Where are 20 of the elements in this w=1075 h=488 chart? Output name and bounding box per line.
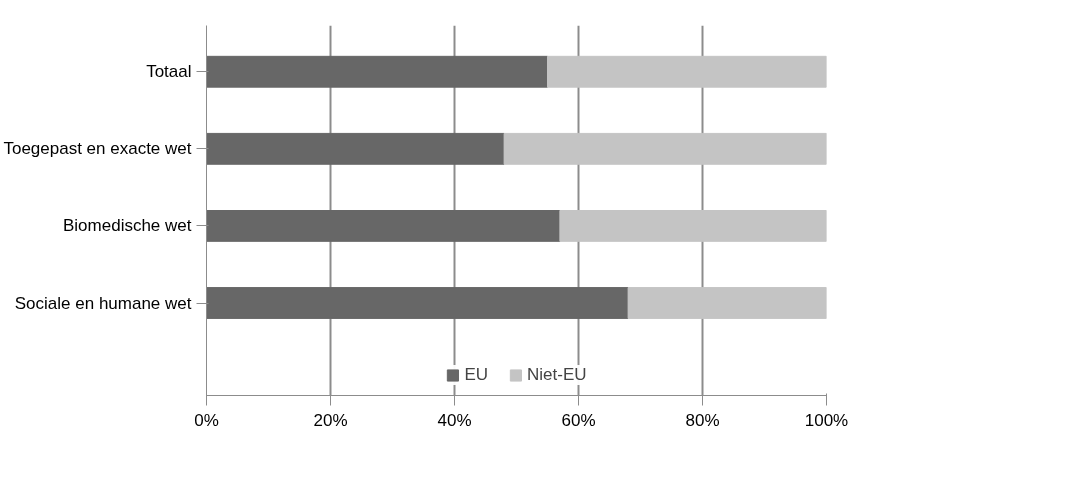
- bar: [206, 55, 548, 88]
- bar: [503, 132, 827, 165]
- bar: [547, 55, 827, 88]
- x-tick-label: 80%: [685, 410, 720, 430]
- x-tick-label: 0%: [194, 410, 219, 430]
- bar: [206, 210, 561, 242]
- x-tick-label: 100%: [804, 410, 849, 430]
- bar: [627, 287, 827, 319]
- legend-label: EU: [464, 365, 489, 385]
- y-tick-label: Biomedische wet: [63, 216, 192, 236]
- x-tick-label: 20%: [313, 410, 348, 430]
- bar: [206, 132, 505, 165]
- bar: [559, 210, 827, 242]
- bar: [206, 287, 629, 319]
- y-tick-label: Sociale en humane wet: [14, 293, 192, 313]
- legend-label: Niet-EU: [527, 365, 587, 385]
- y-tick-label: Totaal: [146, 62, 192, 82]
- x-tick-label: 60%: [561, 410, 596, 430]
- x-tick-label: 40%: [437, 410, 472, 430]
- y-tick-label: Toegepast en exacte wet: [3, 139, 192, 159]
